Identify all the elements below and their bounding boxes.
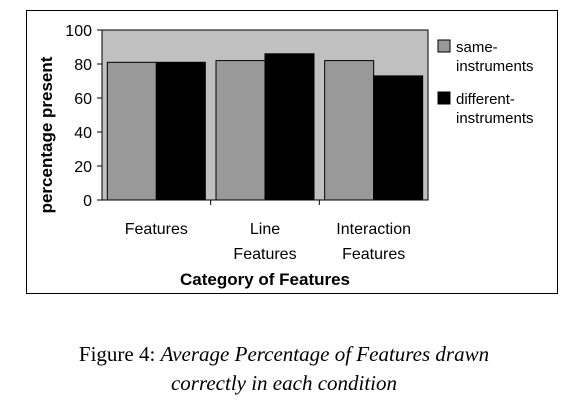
- bar-same-instruments: [215, 60, 266, 201]
- bar-different-instruments: [155, 61, 206, 201]
- legend-label: instruments: [456, 58, 534, 75]
- caption-prefix: Figure 4:: [78, 342, 161, 366]
- legend-swatch-different-instruments: [437, 91, 451, 105]
- y-tick-label: 20: [74, 159, 92, 176]
- x-category-label: Features: [342, 246, 405, 263]
- caption-title: Average Percentage of Features drawn: [160, 342, 490, 366]
- y-tick-label: 80: [74, 57, 92, 74]
- caption-line-1: Figure 4: Average Percentage of Features…: [0, 340, 568, 369]
- chart-frame: [26, 10, 558, 294]
- legend-label: instruments: [456, 110, 534, 127]
- y-tick-label: 60: [74, 91, 92, 108]
- x-category-label: Interaction: [336, 221, 411, 238]
- bar-same-instruments: [324, 60, 375, 201]
- x-category-label: Features: [125, 221, 188, 238]
- bar-different-instruments: [373, 75, 424, 201]
- y-tick-label: 100: [65, 23, 92, 40]
- y-tick-label: 0: [83, 193, 92, 210]
- x-category-label: Line: [250, 221, 280, 238]
- bar-different-instruments: [264, 53, 315, 201]
- figure-caption: Figure 4: Average Percentage of Features…: [0, 340, 568, 398]
- x-axis-title: Category of Features: [180, 270, 350, 289]
- y-axis-title: percentage present: [37, 56, 56, 213]
- legend-swatch-same-instruments: [437, 39, 451, 53]
- legend-label: same-: [456, 39, 498, 56]
- caption-line-2: correctly in each condition: [170, 371, 398, 395]
- x-category-label: Features: [233, 246, 296, 263]
- bar-same-instruments: [106, 61, 157, 201]
- legend-label: different-: [456, 91, 515, 108]
- bar-chart: 0 20 40 60 80 100 Features Line Features Interact…: [37, 23, 534, 289]
- y-tick-label: 40: [74, 125, 92, 142]
